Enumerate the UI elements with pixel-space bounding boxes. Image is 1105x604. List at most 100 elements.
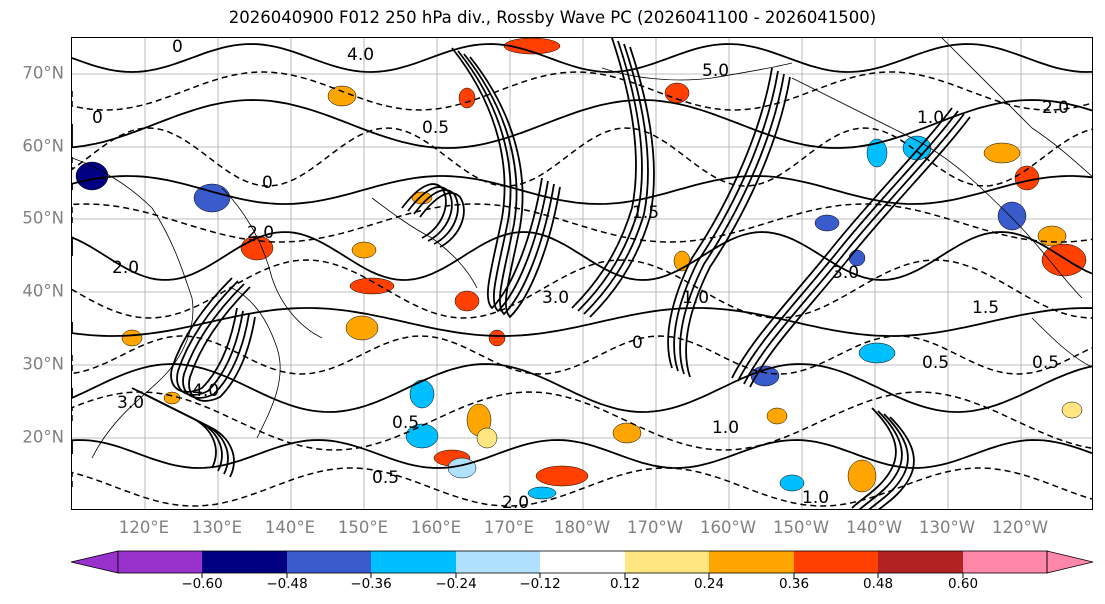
contour-value-label: 2.0 [247, 223, 274, 243]
wave-packet-contour [589, 46, 655, 318]
divergence-cell [997, 201, 1027, 231]
colorbar-swatch [456, 551, 540, 573]
coastline [231, 287, 281, 439]
wave-packet-contour [583, 43, 649, 315]
contour-value-label: 1.5 [632, 203, 659, 223]
positive-contour [72, 175, 1092, 205]
wave-packet-contour [577, 40, 643, 312]
colorbar-swatch [709, 551, 794, 573]
map-title: 2026040900 F012 250 hPa div., Rossby Wav… [228, 8, 877, 27]
contour-value-label: 2.0 [1042, 98, 1069, 118]
contour-value-label: 4.0 [192, 381, 219, 401]
wave-packet-contour [188, 286, 256, 402]
lon-label-130w: 130°W [918, 518, 976, 537]
negative-contour [72, 335, 1092, 375]
contour-value-label: 0 [92, 108, 103, 128]
contour-labels: 0 4.0 0.5 5.0 1.0 1.5 2.0 3.0 1.0 0.5 2.0 1.0 4.0 0.5… [92, 38, 1069, 510]
lon-label-170w: 170°W [626, 518, 684, 537]
wave-packet-contour [451, 47, 543, 310]
contour-value-label: 1.0 [917, 108, 944, 128]
coastline [72, 157, 194, 459]
contour-value-label: 4.0 [347, 45, 374, 65]
lon-label-170e: 170°E [483, 518, 535, 537]
divergence-cell [351, 241, 377, 259]
lon-label-140e: 140°E [264, 518, 316, 537]
wave-packet-contour [419, 192, 465, 248]
coastline [1031, 317, 1092, 368]
map-panel[interactable]: 0 4.0 0.5 5.0 1.0 1.5 2.0 3.0 1.0 0.5 2.0 1.0 4.0 0.5… [71, 37, 1093, 510]
wave-packet-contour [667, 67, 773, 369]
colorbar-extend-low [70, 550, 119, 574]
colorbar-segments [70, 550, 1094, 574]
colorbar-swatch [963, 551, 1047, 573]
lat-label-40n: 40°N [22, 281, 64, 301]
contour-value-label: 3.0 [832, 263, 859, 283]
colorbar-swatch [794, 551, 878, 573]
colorbar-swatch [118, 551, 202, 573]
colorbar-swatch [878, 551, 963, 573]
divergence-cell [193, 183, 231, 213]
divergence-cell [983, 142, 1021, 164]
lat-label-20n: 20°N [22, 427, 64, 447]
colorbar-tick-label: −0.36 [350, 576, 392, 592]
wave-packet-contour [679, 73, 785, 375]
colorbar-swatch [371, 551, 456, 573]
wave-packet-contour [858, 410, 903, 509]
divergence-cell [612, 422, 642, 444]
colorbar-outline [117, 550, 1048, 574]
divergence-cell [345, 315, 379, 341]
colorbar-tick-label: −0.12 [519, 576, 561, 592]
coastline [221, 187, 323, 339]
divergence-cell [664, 82, 690, 104]
divergence-cell [409, 379, 435, 409]
lat-label-30n: 30°N [22, 354, 64, 374]
colorbar-tick-label: 0.12 [609, 576, 641, 592]
contour-value-label: 0.5 [392, 413, 419, 433]
divergence-cell [503, 38, 561, 55]
lon-label-150e: 150°E [337, 518, 389, 537]
divergence-cell [814, 214, 840, 232]
coastline [791, 77, 1083, 299]
wave-packet-contour [571, 38, 637, 309]
contour-value-label: 0 [262, 173, 273, 193]
contour-value-label: 1.0 [712, 418, 739, 438]
wave-packet-contour [182, 283, 250, 399]
divergence-cell [535, 465, 589, 487]
divergence-cell [488, 329, 506, 347]
lon-label-180w: 180°W [553, 518, 611, 537]
map-canvas: 0 4.0 0.5 5.0 1.0 1.5 2.0 3.0 1.0 0.5 2.0 1.0 4.0 0.5… [72, 38, 1092, 510]
lat-label-60n: 60°N [22, 136, 64, 156]
colorbar-tick-label: 0.60 [947, 576, 979, 592]
wave-packet-contour [878, 416, 915, 509]
wave-packet-contour [851, 407, 897, 509]
divergence-cell [454, 290, 480, 312]
positive-contour [72, 363, 1092, 413]
contour-value-label: 0.5 [1032, 353, 1059, 373]
divergence-cell [858, 342, 896, 364]
coastlines [72, 38, 1092, 459]
contour-value-label: 0 [172, 38, 183, 57]
divergence-cell [527, 486, 557, 500]
contour-value-label: 2.0 [112, 258, 139, 278]
positive-contour [72, 307, 1092, 337]
contour-value-label: 2.0 [502, 493, 529, 510]
colorbar-swatch [202, 551, 287, 573]
contour-value-label: 0.5 [922, 353, 949, 373]
contour-value-label: 0.5 [372, 468, 399, 488]
lat-label-70n: 70°N [22, 63, 64, 83]
divergence-cell [476, 427, 498, 449]
colorbar-tick-label: 0.48 [862, 576, 894, 592]
colorbar-tick-label: 0.24 [693, 576, 725, 592]
contour-value-label: 5.0 [702, 61, 729, 81]
lon-label-150w: 150°W [772, 518, 830, 537]
contour-value-label: 0.5 [422, 118, 449, 138]
negative-contour [72, 127, 1092, 187]
rossby-wave-contours [72, 38, 1092, 509]
wave-packet-contour [673, 70, 779, 372]
lat-label-50n: 50°N [22, 208, 64, 228]
lon-label-120w: 120°W [991, 518, 1049, 537]
divergence-cell [779, 474, 805, 492]
contour-value-label: 1.5 [972, 298, 999, 318]
contour-value-label: 1.0 [802, 488, 829, 508]
contour-value-label: 3.0 [542, 288, 569, 308]
